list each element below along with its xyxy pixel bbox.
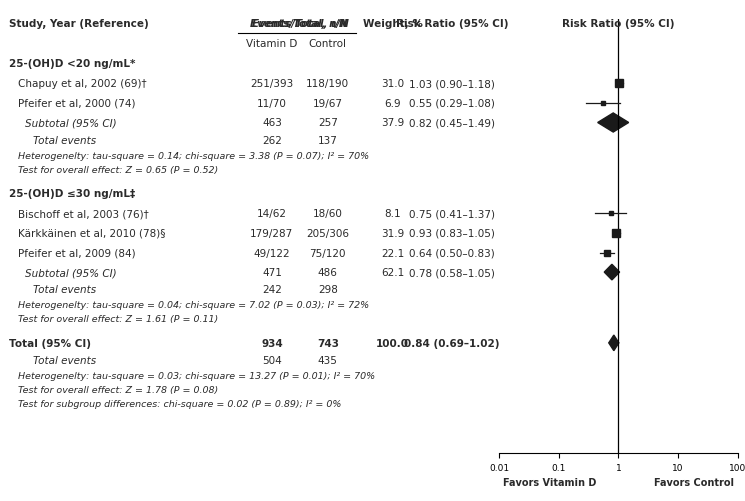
Text: 31.9: 31.9 [381, 228, 405, 238]
Text: 18/60: 18/60 [313, 209, 343, 219]
Text: Pfeifer et al, 2009 (84): Pfeifer et al, 2009 (84) [18, 248, 136, 258]
Polygon shape [609, 335, 619, 351]
Text: Chapuy et al, 2002 (69)†: Chapuy et al, 2002 (69)† [18, 79, 147, 89]
Text: 19/67: 19/67 [313, 99, 343, 109]
Text: Events/Total, n/N: Events/Total, n/N [250, 19, 349, 29]
Text: Total events: Total events [33, 285, 96, 295]
Text: Test for overall effect: Z = 0.65 (P = 0.52): Test for overall effect: Z = 0.65 (P = 0… [18, 165, 218, 174]
Text: Test for overall effect: Z = 1.78 (P = 0.08): Test for overall effect: Z = 1.78 (P = 0… [18, 385, 218, 394]
Text: 100.0: 100.0 [376, 338, 409, 348]
Text: Weight, %: Weight, % [363, 19, 422, 29]
Text: 6.9: 6.9 [384, 99, 401, 109]
Text: 934: 934 [261, 338, 283, 348]
Text: Heterogenelty: tau-square = 0.04; chi-square = 7.02 (P = 0.03); I² = 72%: Heterogenelty: tau-square = 0.04; chi-sq… [18, 301, 369, 310]
Text: Subtotal (95% CI): Subtotal (95% CI) [25, 118, 117, 128]
Text: 242: 242 [262, 285, 282, 295]
Text: Total (95% CI): Total (95% CI) [9, 338, 91, 348]
Polygon shape [604, 265, 620, 281]
Text: 25-(OH)D <20 ng/mL*: 25-(OH)D <20 ng/mL* [9, 59, 136, 69]
Polygon shape [597, 114, 629, 133]
Text: Bischoff et al, 2003 (76)†: Bischoff et al, 2003 (76)† [18, 209, 149, 219]
Text: 0.55 (0.29–1.08): 0.55 (0.29–1.08) [409, 99, 495, 109]
Text: 137: 137 [318, 135, 337, 145]
Text: 37.9: 37.9 [381, 118, 405, 128]
Text: 262: 262 [262, 135, 282, 145]
Text: 0.64 (0.50–0.83): 0.64 (0.50–0.83) [409, 248, 495, 258]
Text: 0.84 (0.69–1.02): 0.84 (0.69–1.02) [405, 338, 500, 348]
Text: 0.93 (0.83–1.05): 0.93 (0.83–1.05) [409, 228, 495, 238]
Text: 31.0: 31.0 [381, 79, 405, 89]
Text: Favors Control: Favors Control [654, 477, 734, 487]
Text: 298: 298 [318, 285, 337, 295]
Text: 0.75 (0.41–1.37): 0.75 (0.41–1.37) [409, 209, 495, 219]
Text: Kärkkäinen et al, 2010 (78)§: Kärkkäinen et al, 2010 (78)§ [18, 228, 165, 238]
Text: 251/393: 251/393 [250, 79, 294, 89]
Text: Study, Year (Reference): Study, Year (Reference) [9, 19, 149, 29]
Text: 463: 463 [262, 118, 282, 128]
Text: 118/190: 118/190 [306, 79, 349, 89]
Text: 179/287: 179/287 [250, 228, 294, 238]
Text: 257: 257 [318, 118, 337, 128]
Text: Events/Total, ι/Ν: Events/Total, ι/Ν [252, 19, 348, 29]
Text: 0.78 (0.58–1.05): 0.78 (0.58–1.05) [409, 268, 495, 278]
Text: 471: 471 [262, 268, 282, 278]
Text: Test for subgroup differences: chi-square = 0.02 (P = 0.89); I² = 0%: Test for subgroup differences: chi-squar… [18, 399, 341, 408]
Text: Control: Control [308, 39, 347, 49]
Text: 486: 486 [318, 268, 337, 278]
Text: Vitamin D: Vitamin D [247, 39, 297, 49]
Text: Pfeifer et al, 2000 (74): Pfeifer et al, 2000 (74) [18, 99, 136, 109]
Text: Subtotal (95% CI): Subtotal (95% CI) [25, 268, 117, 278]
Text: 504: 504 [262, 355, 282, 365]
Text: 0.82 (0.45–1.49): 0.82 (0.45–1.49) [409, 118, 495, 128]
Text: Total events: Total events [33, 135, 96, 145]
Text: Favors Vitamin D: Favors Vitamin D [503, 477, 596, 487]
Text: 75/120: 75/120 [310, 248, 346, 258]
Text: Heterogenelty: tau-square = 0.03; chi-square = 13.27 (P = 0.01); I² = 70%: Heterogenelty: tau-square = 0.03; chi-sq… [18, 371, 375, 380]
Text: Risk Ratio (95% CI): Risk Ratio (95% CI) [396, 19, 509, 29]
Text: 435: 435 [318, 355, 337, 365]
Text: 11/70: 11/70 [257, 99, 287, 109]
Text: 22.1: 22.1 [381, 248, 405, 258]
Text: 743: 743 [317, 338, 339, 348]
Text: 62.1: 62.1 [381, 268, 405, 278]
Text: 14/62: 14/62 [257, 209, 287, 219]
Text: Test for overall effect: Z = 1.61 (P = 0.11): Test for overall effect: Z = 1.61 (P = 0… [18, 315, 218, 324]
Text: Total events: Total events [33, 355, 96, 365]
Text: 49/122: 49/122 [253, 248, 291, 258]
Text: Heterogenelty: tau-square = 0.14; chi-square = 3.38 (P = 0.07); I² = 70%: Heterogenelty: tau-square = 0.14; chi-sq… [18, 151, 369, 160]
Text: 205/306: 205/306 [306, 228, 349, 238]
Text: 25-(OH)D ≤30 ng/mL‡: 25-(OH)D ≤30 ng/mL‡ [9, 189, 135, 199]
Text: 1.03 (0.90–1.18): 1.03 (0.90–1.18) [409, 79, 495, 89]
Text: Risk Ratio (95% CI): Risk Ratio (95% CI) [562, 19, 675, 29]
Text: 8.1: 8.1 [384, 209, 401, 219]
